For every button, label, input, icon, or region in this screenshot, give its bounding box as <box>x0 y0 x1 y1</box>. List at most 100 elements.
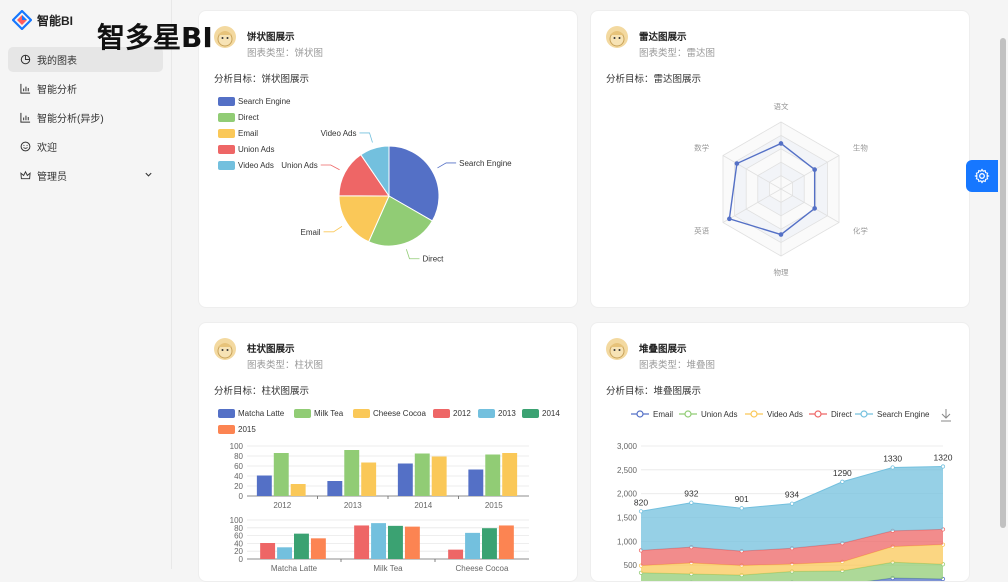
y-tick-label: 1,000 <box>617 537 638 546</box>
legend-marker <box>751 411 757 417</box>
legend-label: Video Ads <box>767 410 803 419</box>
pie-label: Search Engine <box>459 159 512 168</box>
settings-button[interactable] <box>966 160 998 192</box>
smile-icon <box>19 141 31 153</box>
menu-item-smart-analysis[interactable]: 智能分析 <box>8 76 163 101</box>
bar <box>388 526 403 559</box>
y-tick-label: 2,500 <box>617 466 638 475</box>
y-tick-label: 20 <box>234 482 243 491</box>
bar <box>371 523 386 559</box>
legend-marker <box>637 411 643 417</box>
menu-label: 智能分析(异步) <box>37 110 104 125</box>
bar <box>465 533 480 559</box>
chevron-down-icon[interactable] <box>144 170 153 182</box>
area-point <box>740 507 743 510</box>
download-icon[interactable] <box>941 409 951 421</box>
data-label: 932 <box>684 489 698 499</box>
sidebar: 智能BI 我的图表 智能分析 智能分析(异步) 欢迎 <box>0 0 172 569</box>
menu-item-welcome[interactable]: 欢迎 <box>8 134 163 159</box>
radar-point <box>727 217 732 222</box>
pie-label: Email <box>301 228 321 237</box>
page-heading: 智多星BI <box>97 16 213 56</box>
x-tick-label: 2015 <box>485 501 503 510</box>
legend-label: Union Ads <box>701 410 737 419</box>
menu-label: 智能分析 <box>37 81 77 96</box>
app-logo[interactable]: 智能BI <box>12 10 73 30</box>
bar <box>277 547 292 559</box>
pie-chart-icon <box>19 54 31 66</box>
pie-label-line <box>360 133 373 143</box>
data-label: 1320 <box>934 452 953 462</box>
gear-icon <box>974 168 990 184</box>
radar-indicator-label: 物理 <box>774 267 789 277</box>
legend-label: Direct <box>831 410 853 419</box>
bar <box>468 470 483 497</box>
logo-icon <box>12 10 32 30</box>
menu-label: 欢迎 <box>37 139 57 154</box>
bar <box>485 455 500 497</box>
x-tick-label: 2012 <box>273 501 291 510</box>
pie-label-line <box>324 226 342 231</box>
pie-label: Union Ads <box>281 161 317 170</box>
bar <box>294 534 309 559</box>
bar-chart-icon <box>19 112 31 124</box>
chart-card-pie: 饼状图展示 图表类型：饼状图 分析目标：饼状图展示 Search Engine … <box>198 10 578 308</box>
pie-label: Video Ads <box>321 129 357 138</box>
y-tick-label: 100 <box>230 516 244 525</box>
y-tick-label: 1,500 <box>617 514 638 523</box>
y-tick-label: 3,000 <box>617 442 638 451</box>
bar <box>354 525 369 559</box>
download-icon-glyph <box>941 409 951 421</box>
crown-icon <box>19 170 31 182</box>
y-tick-label: 0 <box>239 555 244 564</box>
chart-card-radar: 雷达图展示 图表类型：雷达图 分析目标：雷达图展示 语文生物化学物理英语数学 <box>590 10 970 308</box>
bar <box>361 463 376 497</box>
menu-label: 我的图表 <box>37 52 77 67</box>
bar <box>482 528 497 559</box>
data-label: 901 <box>735 494 749 504</box>
y-tick-label: 100 <box>230 442 244 451</box>
radar-indicator-label: 英语 <box>694 226 709 236</box>
bar <box>432 457 447 497</box>
y-tick-label: 80 <box>234 452 243 461</box>
pie-label: Direct <box>422 255 444 264</box>
bar <box>327 481 342 496</box>
menu-item-admin[interactable]: 管理员 <box>8 163 163 188</box>
bar <box>448 550 463 559</box>
area-point <box>891 466 894 469</box>
pie-chart[interactable]: Search Engine Direct Email Union Ads Video A… <box>199 11 578 308</box>
x-tick-label: 2014 <box>414 501 432 510</box>
y-tick-label: 40 <box>234 472 243 481</box>
legend-marker <box>861 411 867 417</box>
area-point <box>639 510 642 513</box>
data-label: 1330 <box>883 453 902 463</box>
pie-label-line <box>437 163 456 168</box>
side-menu: 我的图表 智能分析 智能分析(异步) 欢迎 管理员 <box>8 47 163 192</box>
legend-label: Email <box>653 410 673 419</box>
data-label: 1290 <box>833 468 852 478</box>
menu-item-smart-analysis-async[interactable]: 智能分析(异步) <box>8 105 163 130</box>
y-tick-label: 60 <box>234 462 243 471</box>
bar <box>311 538 326 559</box>
y-tick-label: 80 <box>234 524 243 533</box>
app-name: 智能BI <box>37 12 73 29</box>
chart-card-bar: 柱状图展示 图表类型：柱状图 分析目标：柱状图展示 Matcha Latte M… <box>198 322 578 582</box>
bar <box>260 543 275 559</box>
data-label: 820 <box>634 497 648 507</box>
pie-label-line <box>406 249 419 259</box>
area-point <box>941 465 944 468</box>
radar-point <box>812 167 817 172</box>
bar <box>415 454 430 497</box>
y-tick-label: 60 <box>234 532 243 541</box>
scrollbar[interactable] <box>1000 38 1006 528</box>
menu-label: 管理员 <box>37 168 67 183</box>
y-tick-label: 0 <box>239 492 244 501</box>
bar <box>291 484 306 496</box>
pie-label-line <box>321 165 340 170</box>
legend-marker <box>815 411 821 417</box>
bar-chart-icon <box>19 83 31 95</box>
